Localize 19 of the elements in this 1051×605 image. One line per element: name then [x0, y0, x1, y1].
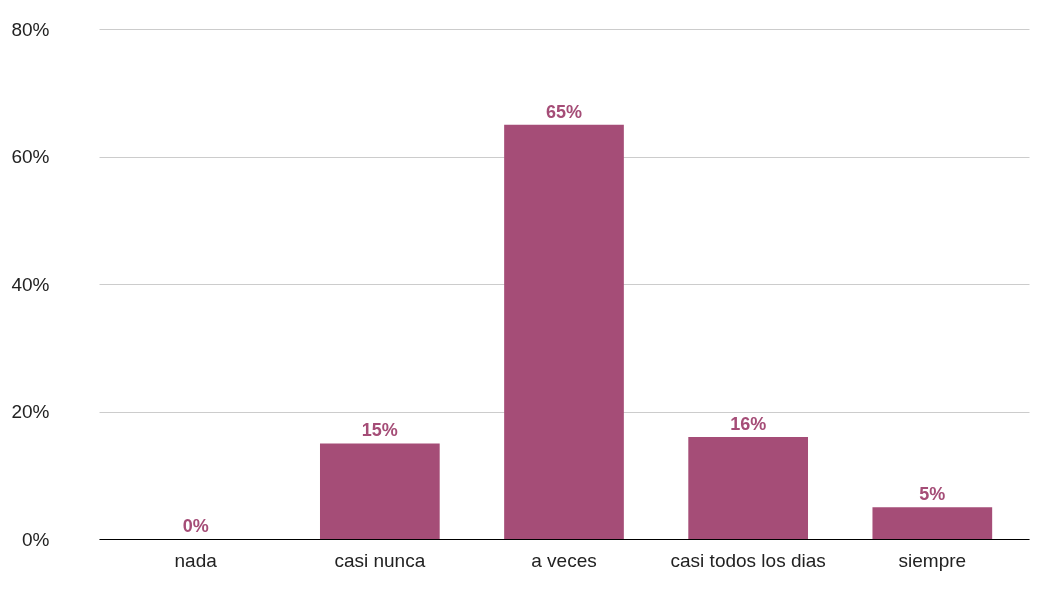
x-tick-label: casi nunca — [334, 549, 426, 571]
x-tick-label: nada — [174, 549, 218, 571]
y-tick-label: 0% — [22, 528, 50, 550]
x-tick-label: siempre — [898, 549, 967, 571]
data-label: 0% — [182, 516, 209, 536]
x-tick-label: a veces — [531, 549, 597, 571]
bar — [872, 507, 993, 539]
data-label: 16% — [730, 414, 767, 434]
x-tick-label: casi todos los dias — [670, 549, 826, 571]
y-tick-label: 20% — [11, 401, 50, 422]
bar — [688, 437, 809, 539]
data-label: 65% — [545, 101, 583, 122]
bar — [319, 443, 440, 539]
bar — [504, 124, 624, 539]
data-label: 15% — [361, 420, 398, 441]
y-tick-label: 80% — [11, 18, 50, 40]
data-label: 5% — [919, 484, 946, 505]
y-tick-label: 40% — [11, 273, 50, 295]
y-tick-label: 60% — [11, 146, 50, 167]
